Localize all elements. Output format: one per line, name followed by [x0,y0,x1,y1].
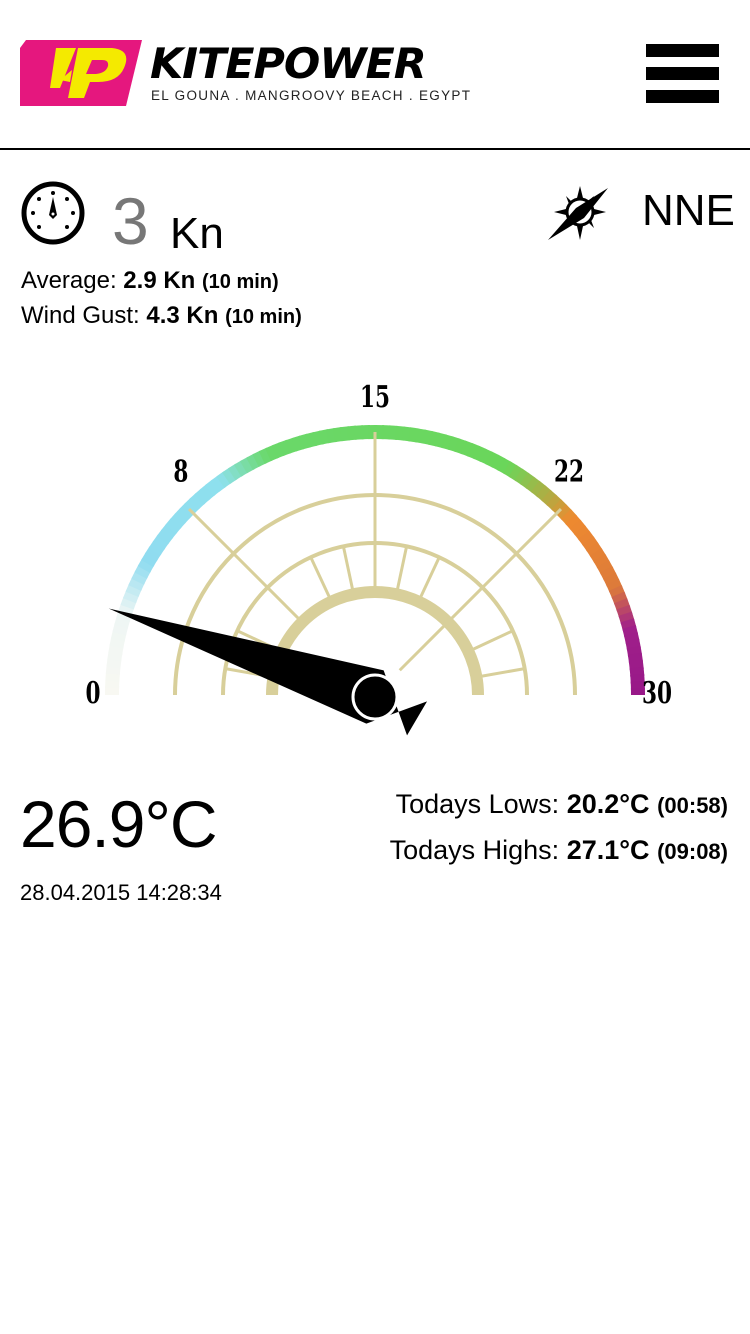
highs-time: (09:08) [657,839,728,864]
average-value: 2.9 Kn [123,267,196,294]
gauge-label: 22 [554,454,584,490]
gauge-labels: 0 8 15 22 30 [85,380,672,711]
gust-label: Wind Gust: [21,302,140,329]
gauge-major-line [187,507,304,624]
gauge-minor-tick [472,629,514,651]
highs-label: Todays Highs: [389,835,560,865]
gauge-label: 8 [173,454,188,490]
highs-value: 27.1°C [566,835,650,865]
logo-wordmark: KITEPOWER [150,39,427,88]
average-period: (10 min) [202,271,279,293]
current-temperature: 26.9°C [20,787,218,861]
gauge-label: 15 [360,380,390,415]
header: KITEPOWER EL GOUNA . MANGROOVY BEACH . E… [0,0,750,150]
wind-gust: Wind Gust: 4.3 Kn (10 min) [21,302,302,331]
gauge-minor-tick [481,667,525,678]
compass-icon [548,186,608,240]
gauge-minor-tick [341,546,355,590]
kitepower-logo-mark [20,40,142,106]
hamburger-menu-icon[interactable] [646,44,720,106]
gauge-minor-tick [419,556,441,598]
gauge-needle [108,608,428,736]
average-wind: Average: 2.9 Kn (10 min) [21,267,279,296]
gauge-major-line [398,507,563,672]
gauge-minor-tick [309,556,331,598]
gust-period: (10 min) [225,306,302,328]
speedometer-icon [21,181,85,245]
todays-lows: Todays Lows: 20.2°C (00:58) [396,788,728,822]
gauge-label: 0 [85,675,100,711]
lows-value: 20.2°C [566,789,650,819]
gauge-label: 30 [642,675,672,711]
wind-speed-unit: Kn [170,209,224,258]
lows-label: Todays Lows: [395,789,560,819]
gauge-needle-pointer [108,608,428,736]
gust-value: 4.3 Kn [146,302,219,329]
gauge-needle-hub [351,673,399,721]
average-label: Average: [21,267,117,294]
gauge-color-arc [104,424,646,696]
gauge-minor-tick [395,546,409,590]
lows-time: (00:58) [657,793,728,818]
todays-highs: Todays Highs: 27.1°C (09:08) [390,834,728,868]
logo-subtitle: EL GOUNA . MANGROOVY BEACH . EGYPT [151,88,472,103]
wind-speed-value: 3 [112,184,149,258]
timestamp: 28.04.2015 14:28:34 [20,880,222,905]
wind-gauge: 0 8 15 22 30 [85,380,672,736]
wind-direction: NNE [642,186,735,235]
